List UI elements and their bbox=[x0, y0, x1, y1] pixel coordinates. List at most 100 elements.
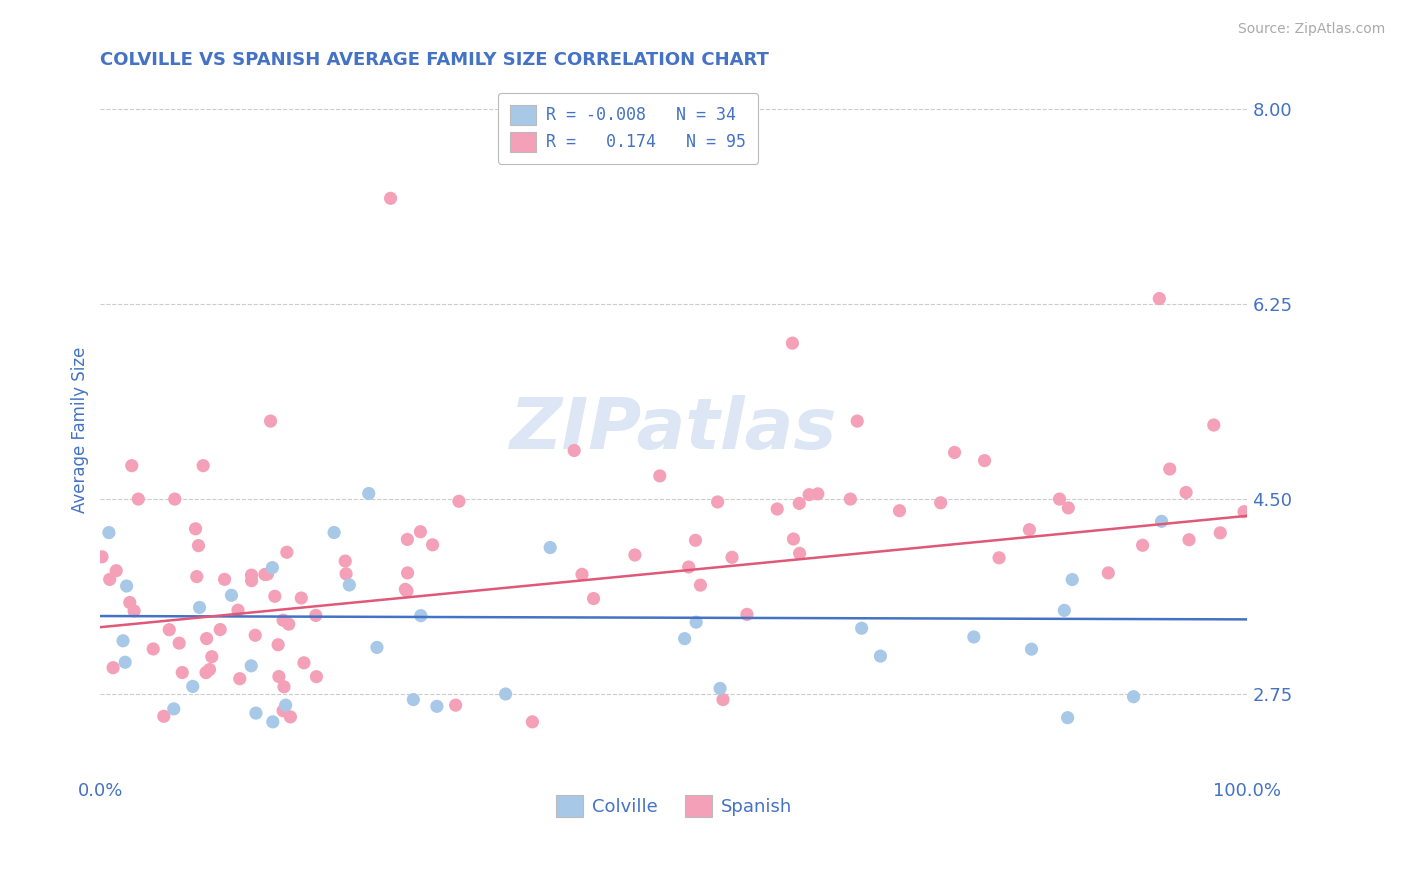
Point bbox=[1149, 292, 1171, 306]
Point bbox=[678, 560, 700, 574]
Point bbox=[153, 709, 176, 723]
Point bbox=[184, 522, 207, 536]
Point bbox=[787, 496, 810, 510]
Point bbox=[274, 698, 297, 713]
Point bbox=[245, 706, 267, 720]
Point bbox=[114, 655, 136, 669]
Point bbox=[273, 680, 295, 694]
Point bbox=[263, 589, 285, 603]
Point bbox=[689, 578, 711, 592]
Point bbox=[1209, 525, 1232, 540]
Point bbox=[191, 458, 214, 473]
Point bbox=[267, 638, 290, 652]
Point bbox=[782, 336, 804, 351]
Point bbox=[91, 549, 114, 564]
Point bbox=[685, 615, 707, 630]
Point bbox=[366, 640, 388, 655]
Point bbox=[624, 548, 647, 562]
Point bbox=[1057, 500, 1080, 515]
Point bbox=[280, 710, 302, 724]
Point bbox=[214, 573, 236, 587]
Point bbox=[495, 687, 517, 701]
Point bbox=[1132, 538, 1154, 552]
Point bbox=[127, 492, 149, 507]
Point bbox=[1021, 642, 1043, 657]
Text: Source: ZipAtlas.com: Source: ZipAtlas.com bbox=[1237, 22, 1385, 37]
Point bbox=[142, 642, 165, 657]
Point bbox=[262, 714, 284, 729]
Point bbox=[195, 632, 218, 646]
Point bbox=[673, 632, 696, 646]
Point bbox=[380, 191, 402, 205]
Point bbox=[167, 636, 190, 650]
Point bbox=[253, 567, 276, 582]
Point bbox=[1056, 711, 1078, 725]
Point bbox=[395, 584, 418, 599]
Point bbox=[782, 532, 804, 546]
Point bbox=[259, 414, 281, 428]
Point bbox=[98, 573, 121, 587]
Point bbox=[118, 595, 141, 609]
Point bbox=[522, 714, 544, 729]
Point bbox=[305, 608, 328, 623]
Point bbox=[799, 488, 821, 502]
Point bbox=[271, 613, 294, 627]
Point bbox=[1150, 514, 1173, 528]
Point bbox=[851, 621, 873, 635]
Point bbox=[198, 663, 221, 677]
Point bbox=[1097, 566, 1119, 580]
Point bbox=[706, 495, 728, 509]
Point bbox=[839, 492, 862, 507]
Text: ZIPatlas: ZIPatlas bbox=[510, 395, 838, 464]
Point bbox=[337, 578, 360, 592]
Point bbox=[1175, 485, 1198, 500]
Point bbox=[889, 504, 911, 518]
Legend: Colville, Spanish: Colville, Spanish bbox=[548, 788, 799, 824]
Point bbox=[335, 554, 357, 568]
Point bbox=[163, 702, 186, 716]
Y-axis label: Average Family Size: Average Family Size bbox=[72, 346, 89, 513]
Point bbox=[409, 608, 432, 623]
Point bbox=[444, 698, 467, 713]
Point bbox=[195, 665, 218, 680]
Point bbox=[292, 656, 315, 670]
Point bbox=[245, 628, 267, 642]
Point bbox=[562, 443, 585, 458]
Point bbox=[1233, 505, 1256, 519]
Point bbox=[943, 445, 966, 459]
Point bbox=[267, 669, 290, 683]
Point bbox=[1122, 690, 1144, 704]
Point bbox=[172, 665, 194, 680]
Point bbox=[846, 414, 869, 428]
Point bbox=[201, 649, 224, 664]
Point bbox=[807, 487, 830, 501]
Point bbox=[711, 692, 734, 706]
Point bbox=[221, 588, 243, 602]
Point bbox=[582, 591, 605, 606]
Point bbox=[163, 492, 186, 507]
Point bbox=[735, 607, 758, 622]
Point bbox=[396, 533, 419, 547]
Point bbox=[262, 560, 284, 574]
Point bbox=[181, 680, 204, 694]
Point bbox=[1018, 523, 1040, 537]
Point bbox=[188, 600, 211, 615]
Point bbox=[101, 661, 124, 675]
Point bbox=[240, 658, 263, 673]
Point bbox=[271, 704, 294, 718]
Point bbox=[963, 630, 986, 644]
Point bbox=[97, 525, 120, 540]
Point bbox=[973, 453, 995, 467]
Point bbox=[929, 496, 952, 510]
Point bbox=[357, 486, 380, 500]
Point bbox=[240, 568, 263, 582]
Point bbox=[277, 617, 299, 632]
Point bbox=[209, 623, 232, 637]
Point bbox=[290, 591, 312, 605]
Point bbox=[447, 494, 470, 508]
Point bbox=[422, 538, 444, 552]
Point bbox=[157, 623, 180, 637]
Point bbox=[1159, 462, 1181, 476]
Point bbox=[335, 566, 357, 581]
Point bbox=[396, 566, 419, 580]
